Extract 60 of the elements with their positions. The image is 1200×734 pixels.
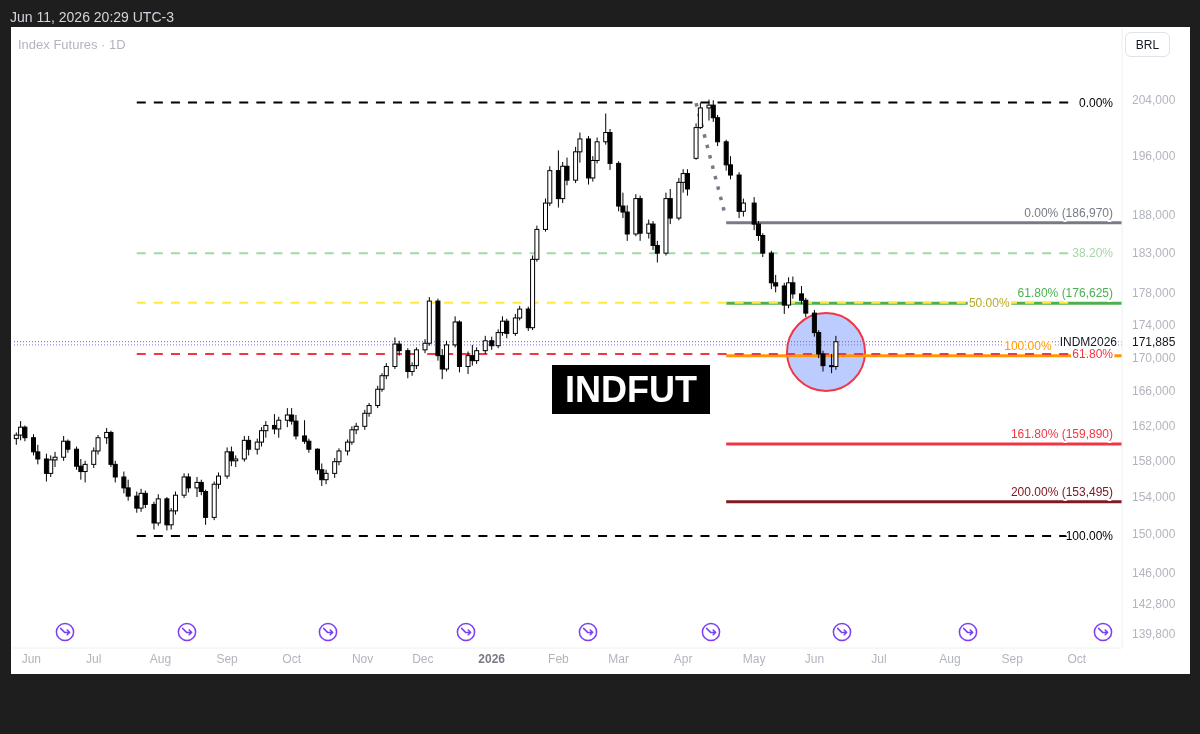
x-tick-label: Sep xyxy=(216,651,239,666)
x-tick-label: Aug xyxy=(149,651,172,666)
y-tick-label: 162,000 xyxy=(1132,418,1176,433)
x-tick-label: Oct xyxy=(282,651,302,666)
x-tick-label: Jun xyxy=(21,651,42,666)
x-tick-label: Nov xyxy=(351,651,374,666)
text: Index Futures · 1D xyxy=(18,37,126,52)
x-tick-label: Jun xyxy=(804,651,825,666)
x-tick-label: May xyxy=(742,651,766,666)
x-tick-label: Sep xyxy=(1001,651,1024,666)
candlestick xyxy=(246,435,252,456)
series-label: 0.00% xyxy=(1078,95,1114,110)
y-tick-label: 150,000 xyxy=(1132,527,1176,542)
candlestick xyxy=(181,472,187,499)
y-tick-label: 178,000 xyxy=(1132,285,1176,300)
candlestick xyxy=(271,413,277,435)
candlestick xyxy=(48,454,54,478)
series-label: 0.00% (186,970) xyxy=(1024,206,1113,221)
candlestick xyxy=(684,168,690,197)
series-label: 38.20% xyxy=(1072,246,1114,261)
y-tick-label: 154,000 xyxy=(1132,490,1176,505)
series-label: 100.00% xyxy=(1065,529,1114,544)
x-tick-label: Oct xyxy=(1067,651,1087,666)
x-tick-label: Feb xyxy=(548,651,570,666)
candlestick xyxy=(241,435,247,463)
y-tick-label: 174,000 xyxy=(1132,317,1176,332)
y-tick-label: 183,000 xyxy=(1132,246,1176,261)
y-tick-label: 170,000 xyxy=(1132,350,1176,365)
x-tick-label: Dec xyxy=(412,651,434,666)
y-tick-label: 142,800 xyxy=(1132,596,1176,611)
candlestick xyxy=(284,407,290,428)
text: Jun 11, 2026 20:29 UTC-3 xyxy=(10,9,174,25)
candlestick xyxy=(504,318,510,339)
candlestick xyxy=(323,469,329,485)
candlestick xyxy=(151,501,157,531)
y-tick-label: 139,800 xyxy=(1132,626,1176,641)
candlestick xyxy=(405,347,411,379)
currency-button: BRL xyxy=(1125,32,1170,57)
x-tick-label: 2026 xyxy=(478,651,506,666)
y-tick-label: 188,000 xyxy=(1132,208,1176,223)
series-label: 100.00% xyxy=(1004,338,1052,353)
series-label: 61.80% (176,625) xyxy=(1017,286,1113,301)
x-tick-label: Jul xyxy=(86,651,102,666)
x-tick-label: Mar xyxy=(608,651,629,666)
series-label: 200.00% (153,495) xyxy=(1010,484,1113,499)
y-tick-label: 146,000 xyxy=(1132,565,1176,580)
ref-line-label: INDM2026 xyxy=(1059,334,1118,349)
y-tick-label: 204,000 xyxy=(1132,92,1176,107)
y-tick-label: 171,885 xyxy=(1132,334,1176,349)
annotation: INDFUT xyxy=(552,365,710,414)
y-tick-label: 158,000 xyxy=(1132,453,1176,468)
y-tick-label: 166,000 xyxy=(1132,384,1176,399)
y-tick-label: 196,000 xyxy=(1132,149,1176,164)
series-label: 161.80% (159,890) xyxy=(1010,427,1113,442)
x-tick-label: Apr xyxy=(673,651,693,666)
candlestick xyxy=(276,416,282,439)
candlestick xyxy=(82,460,88,483)
x-tick-label: Aug xyxy=(939,651,961,666)
candlestick xyxy=(185,472,191,493)
x-tick-label: Jul xyxy=(871,651,887,666)
